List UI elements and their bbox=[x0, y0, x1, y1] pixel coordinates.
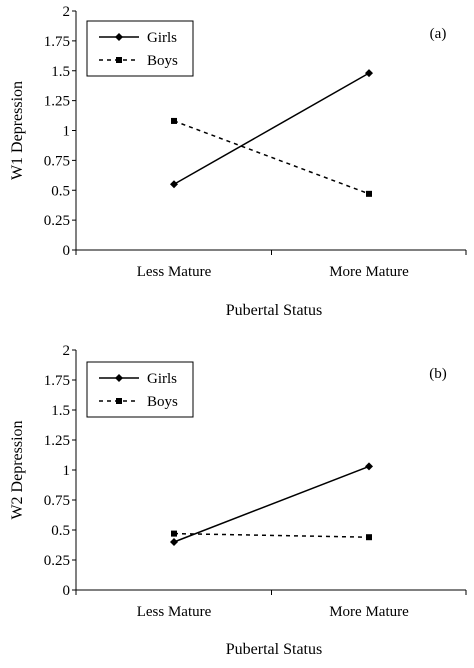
legend-box bbox=[86, 20, 194, 77]
legend-label-girls: Girls bbox=[147, 371, 177, 387]
series-line-boys bbox=[173, 532, 370, 538]
series-boys bbox=[171, 530, 372, 541]
legend-marker-girls bbox=[115, 374, 123, 382]
series-line-girls bbox=[173, 72, 370, 185]
data-point-boys bbox=[366, 190, 372, 197]
y-tick-label: 0.5 bbox=[51, 183, 70, 199]
x-tick-label: Less Mature bbox=[137, 604, 212, 620]
x-tick-label: More Mature bbox=[329, 604, 409, 620]
legend-marker-boys bbox=[116, 398, 122, 404]
y-tick-label: 1.75 bbox=[44, 34, 70, 50]
y-tick-label: 0 bbox=[63, 583, 71, 599]
chart-panel-a: 0 0.25 0.5 0.75 1 1.25 1.5 1.75 2 Less Mature More… bbox=[9, 4, 467, 319]
data-point-boys bbox=[366, 534, 372, 541]
y-tick-label: 0.75 bbox=[44, 153, 70, 169]
legend: Girls Boys bbox=[86, 361, 194, 418]
y-tick-label: 1 bbox=[63, 463, 71, 479]
y-tick-label: 1.25 bbox=[44, 94, 70, 110]
data-point-boys bbox=[171, 117, 177, 124]
data-point-girls bbox=[170, 180, 178, 189]
legend-label-girls: Girls bbox=[147, 30, 177, 46]
y-tick-label: 1.5 bbox=[51, 403, 70, 419]
legend-marker-girls bbox=[115, 33, 123, 41]
chart-panel-b: 0 0.25 0.5 0.75 1 1.25 1.5 1.75 2 Less Mature More… bbox=[9, 343, 467, 658]
x-tick-label: More Mature bbox=[329, 264, 409, 280]
series-girls bbox=[170, 462, 373, 546]
data-point-boys bbox=[171, 530, 177, 537]
x-axis-title: Pubertal Status bbox=[226, 641, 322, 658]
series-line-boys bbox=[173, 120, 370, 195]
y-tick-label: 1 bbox=[63, 124, 71, 140]
y-tick-label: 2 bbox=[63, 4, 71, 20]
y-tick-label: 1.75 bbox=[44, 373, 70, 389]
legend-marker-boys bbox=[116, 57, 122, 63]
y-axis-title: W2 Depression bbox=[9, 420, 26, 519]
series-line-girls bbox=[173, 465, 370, 543]
x-axis-title: Pubertal Status bbox=[226, 302, 322, 319]
series-boys bbox=[171, 117, 372, 197]
data-point-girls bbox=[365, 462, 373, 471]
data-point-girls bbox=[170, 538, 178, 546]
panel-label: (a) bbox=[430, 26, 447, 42]
legend-label-boys: Boys bbox=[147, 394, 178, 410]
series-girls bbox=[170, 69, 373, 189]
y-tick-label: 1.25 bbox=[44, 433, 70, 449]
y-tick-label: 0.25 bbox=[44, 553, 70, 569]
x-tick-label: Less Mature bbox=[137, 264, 212, 280]
y-axis-title: W1 Depression bbox=[9, 81, 26, 180]
y-tick-label: 1.5 bbox=[51, 64, 70, 80]
y-tick-label: 0.75 bbox=[44, 493, 70, 509]
legend: Girls Boys bbox=[86, 20, 194, 77]
y-tick-label: 0.5 bbox=[51, 523, 70, 539]
panel-label: (b) bbox=[429, 366, 447, 382]
y-tick-label: 0.25 bbox=[44, 213, 70, 229]
data-point-girls bbox=[365, 69, 373, 78]
legend-box bbox=[86, 361, 194, 418]
y-tick-label: 0 bbox=[63, 243, 71, 259]
y-tick-label: 2 bbox=[63, 343, 71, 359]
legend-label-boys: Boys bbox=[147, 53, 178, 69]
